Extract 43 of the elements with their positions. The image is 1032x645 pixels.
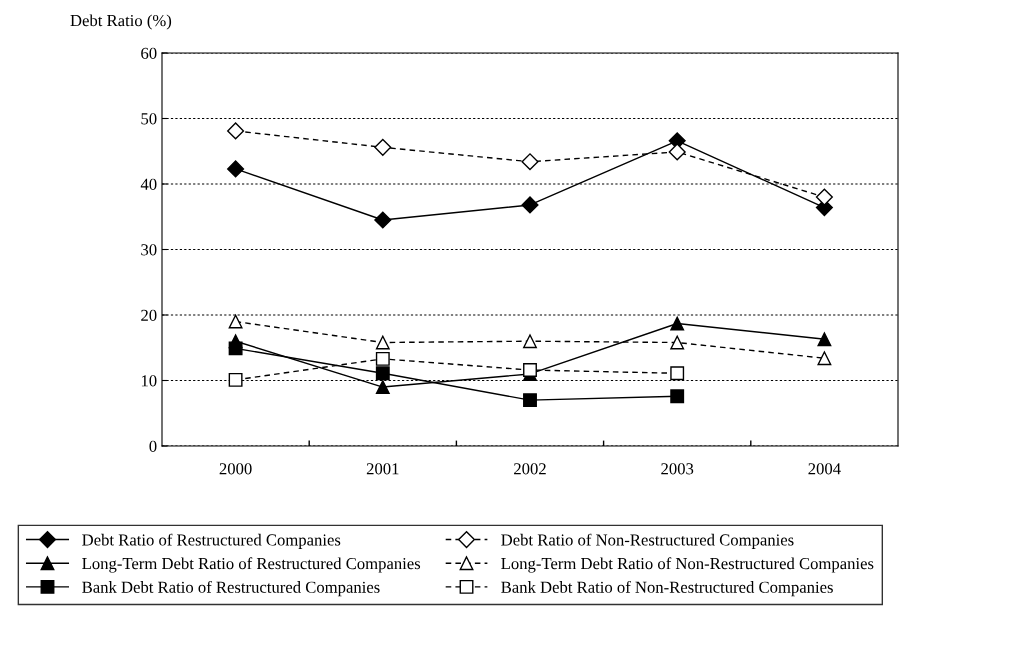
point bbox=[228, 372, 243, 387]
point bbox=[523, 393, 537, 408]
point bbox=[670, 335, 685, 350]
point bbox=[228, 314, 243, 329]
y-axis-title: Debt Ratio (%) bbox=[70, 14, 172, 30]
point bbox=[375, 335, 390, 350]
point bbox=[817, 351, 832, 366]
point bbox=[670, 366, 685, 381]
point bbox=[375, 380, 390, 394]
point bbox=[521, 153, 539, 171]
point bbox=[668, 143, 686, 161]
legend-label: Bank Debt Ratio of Restructured Companies bbox=[82, 580, 380, 597]
point bbox=[817, 332, 832, 347]
y-tick-label: 0 bbox=[149, 440, 157, 452]
point bbox=[670, 389, 685, 404]
point bbox=[227, 122, 245, 140]
x-tick-label: 2004 bbox=[808, 463, 841, 475]
point bbox=[670, 316, 685, 331]
x-tick-label: 2000 bbox=[219, 463, 252, 475]
y-tick-label: 40 bbox=[140, 178, 157, 190]
y-tick-label: 60 bbox=[141, 47, 157, 59]
x-tick-label: 2002 bbox=[514, 463, 546, 475]
point bbox=[375, 366, 390, 381]
point bbox=[227, 160, 245, 178]
x-tick-label: 2001 bbox=[366, 463, 399, 475]
point bbox=[374, 211, 392, 229]
legend-label: Debt Ratio of Non-Restructured Companies bbox=[501, 533, 794, 549]
point bbox=[374, 138, 392, 156]
y-tick-label: 30 bbox=[141, 244, 157, 256]
y-tick-label: 10 bbox=[141, 375, 157, 387]
legend-label: Debt Ratio of Restructured Companies bbox=[82, 533, 341, 549]
y-tick-label: 20 bbox=[141, 309, 157, 321]
point bbox=[815, 188, 833, 206]
point bbox=[521, 196, 539, 214]
legend-label: Long-Term Debt Ratio of Non-Restructured Companies bbox=[501, 557, 874, 573]
y-tick-label: 50 bbox=[141, 113, 157, 125]
point bbox=[523, 334, 537, 349]
point bbox=[375, 351, 390, 366]
point bbox=[228, 341, 243, 356]
legend-label: Long-Term Debt Ratio of Restructured Companies bbox=[82, 557, 421, 573]
x-tick-label: 2003 bbox=[661, 463, 694, 475]
legend-label: Bank Debt Ratio of Non-Restructured Companies bbox=[501, 580, 833, 597]
point bbox=[523, 363, 537, 377]
